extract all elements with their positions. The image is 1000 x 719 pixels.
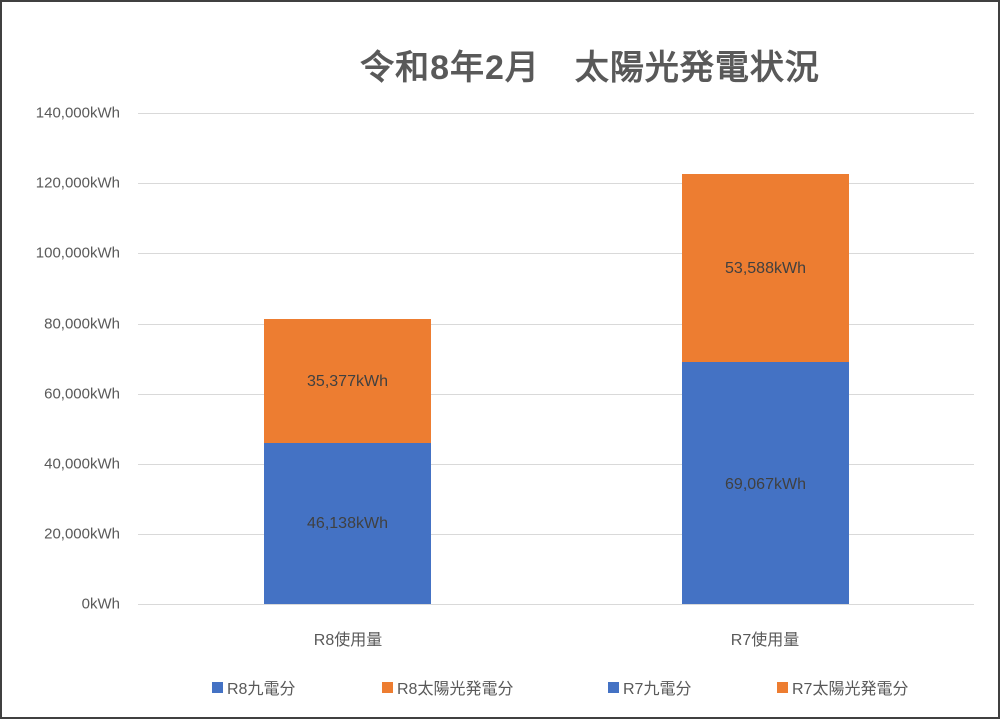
x-axis-line: [138, 604, 974, 605]
bar-r7-kyuden: 69,067kWh: [682, 362, 849, 604]
y-tick-label: 40,000kWh: [44, 455, 120, 473]
y-tick-label: 60,000kWh: [44, 385, 120, 403]
y-tick-label: 120,000kWh: [35, 174, 120, 192]
legend-swatch: [212, 681, 223, 693]
legend-item: R8九電分: [212, 675, 295, 699]
gridline-40000: [138, 464, 974, 465]
bar-r8-kyuden: 46,138kWh: [264, 443, 431, 604]
gridline-100000: [138, 253, 974, 254]
legend-swatch: [777, 681, 788, 693]
legend-label: R7太陽光発電分: [792, 681, 909, 698]
bar-r7-solar: 53,588kWh: [682, 174, 849, 362]
legend-item: R7九電分: [608, 675, 691, 699]
x-category-label: R7使用量: [730, 632, 800, 649]
legend-swatch: [382, 681, 393, 693]
y-tick-label: 80,000kWh: [44, 315, 120, 333]
legend-item: R7太陽光発電分: [777, 675, 908, 699]
gridline-140000: [138, 113, 974, 114]
data-label: 53,588kWh: [725, 260, 806, 277]
gridline-20000: [138, 534, 974, 535]
gridline-120000: [138, 183, 974, 184]
y-tick-label: 20,000kWh: [44, 525, 120, 543]
legend-label: R7九電分: [623, 681, 692, 698]
chart-title: 令和8年2月 太陽光発電状況: [360, 49, 820, 87]
data-label: 35,377kWh: [307, 373, 388, 390]
legend-label: R8太陽光発電分: [397, 681, 514, 698]
gridline-60000: [138, 394, 974, 395]
bar-r8-solar: 35,377kWh: [264, 319, 431, 443]
legend-label: R8九電分: [227, 681, 296, 698]
y-tick-label: 100,000kWh: [35, 244, 120, 262]
legend-swatch: [608, 681, 619, 693]
y-tick-label: 0kWh: [81, 595, 120, 613]
data-label: 69,067kWh: [725, 476, 806, 493]
y-tick-label: 140,000kWh: [35, 104, 120, 122]
gridline-80000: [138, 324, 974, 325]
legend-item: R8太陽光発電分: [382, 675, 513, 699]
x-category-label: R8使用量: [313, 632, 383, 649]
data-label: 46,138kWh: [307, 515, 388, 532]
